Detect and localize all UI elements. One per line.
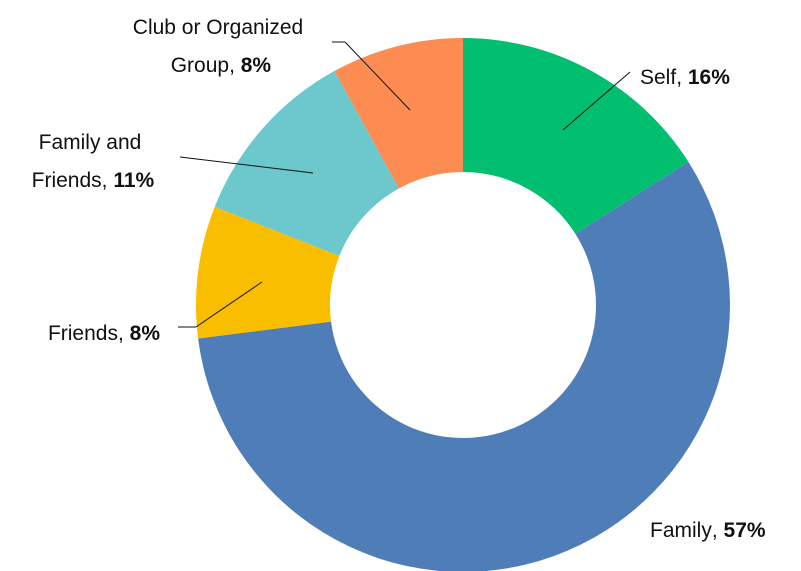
label-line: Club or Organized <box>133 16 303 39</box>
data-label: Club or Organized Group, 8% <box>133 16 303 77</box>
category-label: Self <box>640 66 676 89</box>
value-label: 16% <box>688 66 730 89</box>
label-separator: , <box>118 322 130 345</box>
value-label: 11% <box>113 169 154 192</box>
label-line: Friends <box>26 169 102 192</box>
category-label: Friends <box>48 322 118 345</box>
category-label: Family and Friends <box>26 131 142 192</box>
slice <box>334 38 463 189</box>
label-line: Friends <box>48 322 118 345</box>
leader-line <box>344 41 411 111</box>
label-line: Group <box>165 54 229 77</box>
data-label: Friends, 8% <box>48 322 160 345</box>
slices <box>196 38 730 571</box>
label-line: Self <box>640 66 676 89</box>
data-label: Family and Friends, 11% <box>26 131 155 192</box>
slice <box>198 161 730 571</box>
category-label: Club or Organized Group <box>133 16 303 77</box>
label-line: Family <box>650 519 712 542</box>
slice <box>463 38 689 234</box>
label-line: Family and <box>39 131 142 154</box>
leader-line <box>179 156 314 174</box>
value-label: 57% <box>724 519 766 542</box>
slice <box>214 71 399 257</box>
value-label: 8% <box>130 322 161 345</box>
data-label: Family, 57% <box>650 519 766 542</box>
leader-line <box>562 71 631 131</box>
label-separator: , <box>712 519 724 542</box>
leader-line <box>195 281 263 328</box>
label-separator: , <box>676 66 688 89</box>
value-label: 8% <box>241 54 272 77</box>
data-label: Self, 16% <box>640 66 730 89</box>
slice <box>196 206 340 339</box>
label-separator: , <box>102 169 114 192</box>
leader-lines <box>178 41 631 328</box>
label-separator: , <box>229 54 241 77</box>
category-label: Family <box>650 519 712 542</box>
